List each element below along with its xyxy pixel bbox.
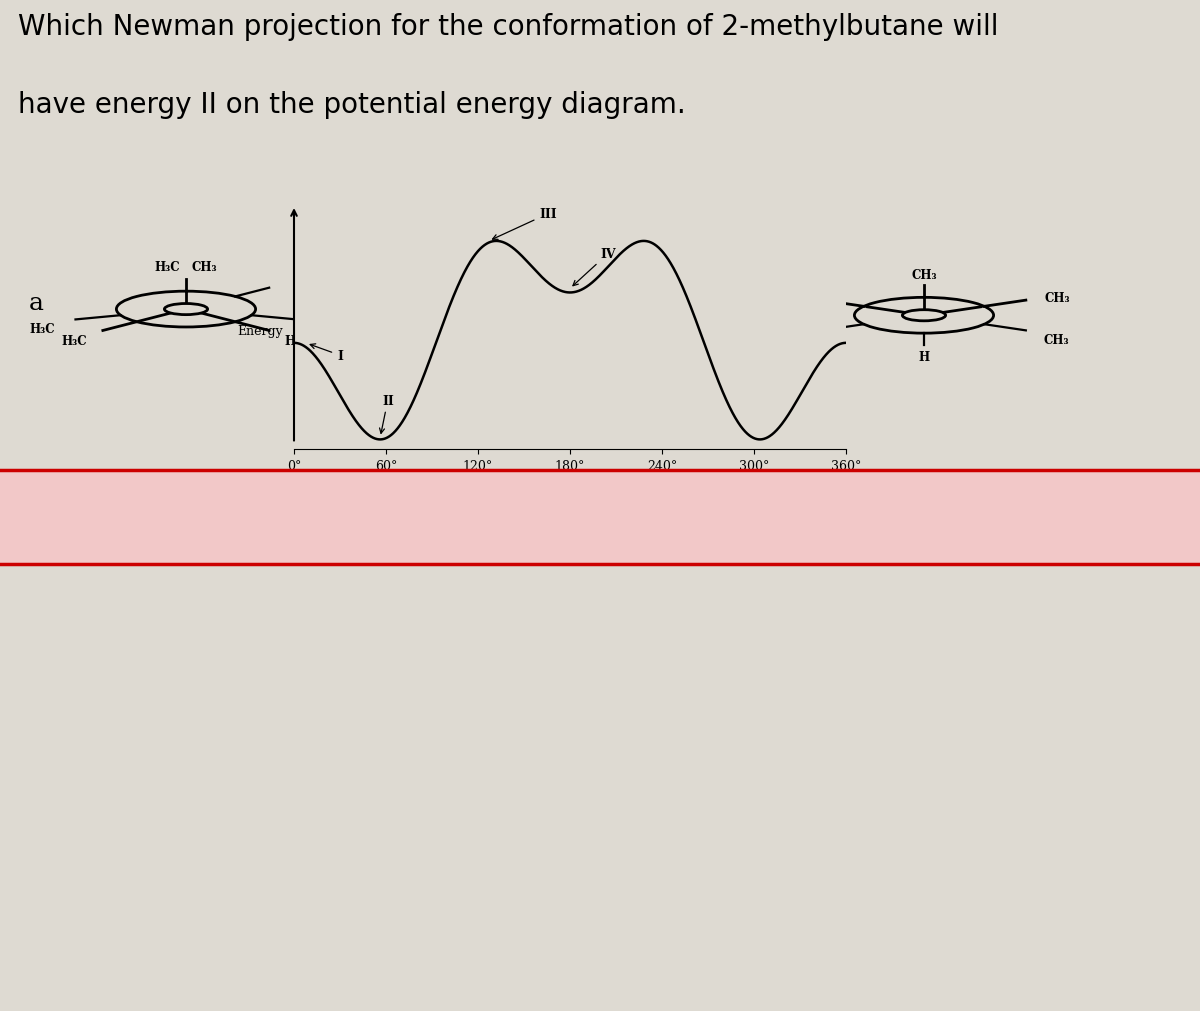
Text: H: H bbox=[791, 334, 802, 346]
Text: b: b bbox=[376, 292, 392, 315]
Circle shape bbox=[902, 310, 946, 321]
Text: IV: IV bbox=[572, 248, 616, 286]
Text: III: III bbox=[492, 208, 557, 240]
Text: c: c bbox=[737, 292, 751, 315]
Circle shape bbox=[8, 508, 52, 527]
Circle shape bbox=[20, 513, 40, 522]
Circle shape bbox=[164, 304, 208, 315]
Text: none of these: none of these bbox=[66, 809, 209, 827]
Text: H: H bbox=[792, 292, 804, 305]
Text: II: II bbox=[379, 394, 394, 434]
Text: b: b bbox=[66, 602, 79, 621]
Text: CH₃: CH₃ bbox=[1044, 292, 1070, 305]
Text: CH₃: CH₃ bbox=[515, 350, 541, 363]
Text: H: H bbox=[648, 334, 659, 346]
Text: H₃C: H₃C bbox=[380, 334, 406, 346]
Text: Which Newman projection for the conformation of 2-methylbutane will: Which Newman projection for the conforma… bbox=[18, 13, 998, 40]
Text: H₃C: H₃C bbox=[155, 261, 180, 274]
Text: H₃C: H₃C bbox=[29, 323, 55, 336]
Circle shape bbox=[506, 310, 550, 321]
Text: I: I bbox=[310, 345, 343, 362]
Text: H: H bbox=[918, 350, 930, 363]
Text: a: a bbox=[29, 292, 43, 315]
Text: c: c bbox=[66, 696, 78, 715]
Text: CH₃: CH₃ bbox=[192, 261, 217, 274]
Text: CH₃: CH₃ bbox=[911, 269, 937, 282]
Text: H: H bbox=[648, 292, 660, 305]
Text: H: H bbox=[284, 335, 296, 347]
Text: H: H bbox=[396, 292, 408, 305]
Text: CH₃: CH₃ bbox=[515, 269, 541, 282]
Text: CH₃: CH₃ bbox=[1044, 334, 1069, 346]
Text: Energy: Energy bbox=[238, 325, 283, 338]
Text: H: H bbox=[314, 323, 326, 336]
Text: H₃C: H₃C bbox=[61, 335, 86, 348]
Text: have energy II on the potential energy diagram.: have energy II on the potential energy d… bbox=[18, 91, 685, 119]
Text: a: a bbox=[66, 508, 78, 527]
